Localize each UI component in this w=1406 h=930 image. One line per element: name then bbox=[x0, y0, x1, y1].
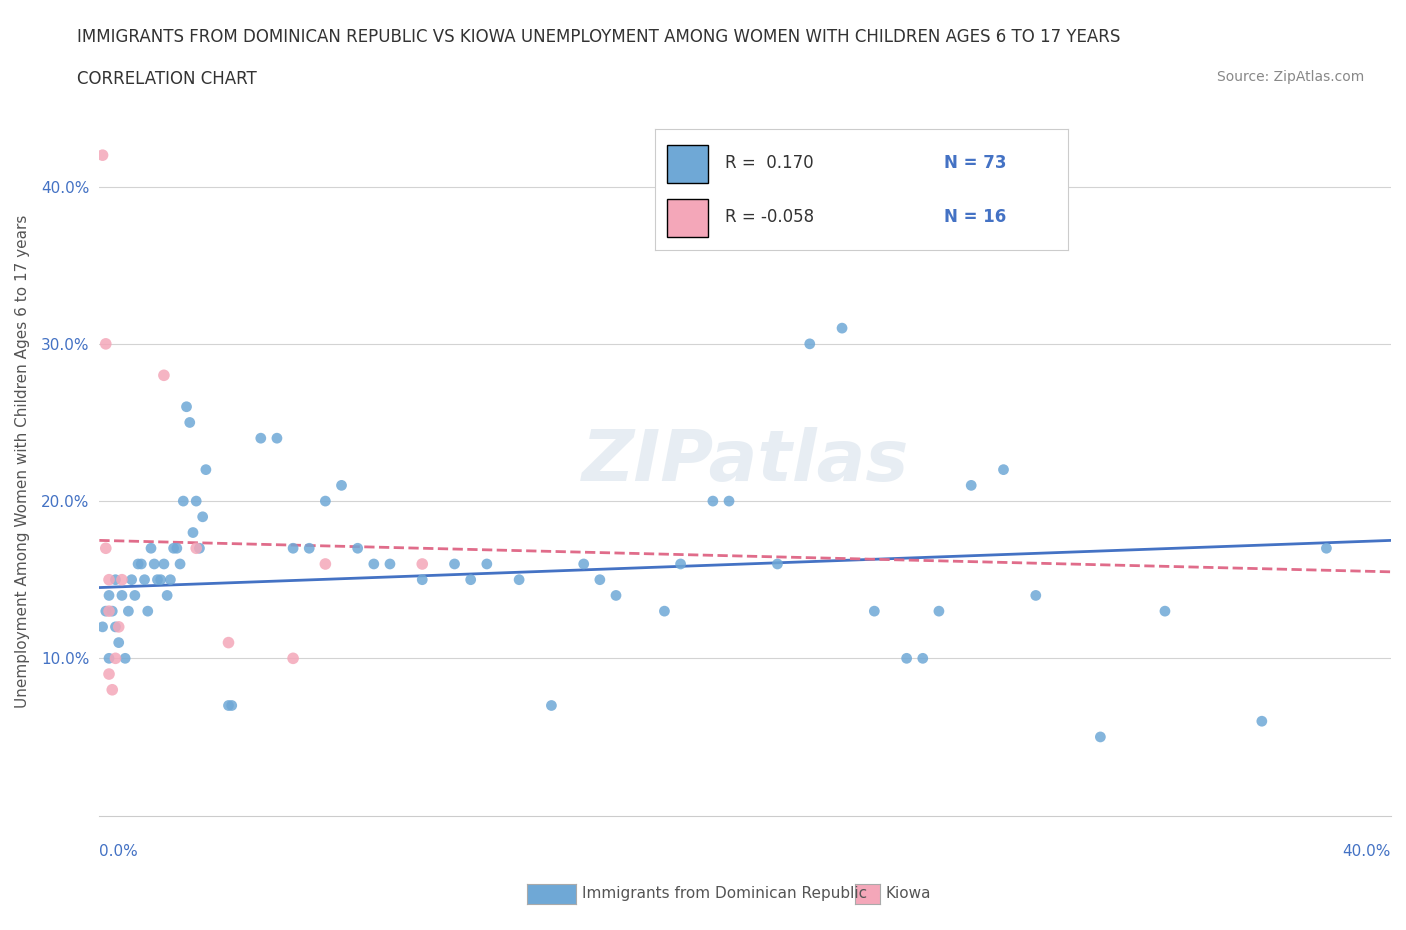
Point bbox=[330, 478, 353, 493]
Point bbox=[107, 619, 129, 634]
Point bbox=[281, 541, 304, 556]
Point bbox=[101, 683, 124, 698]
Point bbox=[766, 556, 789, 571]
Point bbox=[124, 588, 146, 603]
Point bbox=[111, 572, 134, 587]
Point bbox=[540, 698, 562, 713]
Point bbox=[411, 556, 433, 571]
Point bbox=[188, 541, 211, 556]
Point bbox=[266, 431, 288, 445]
Point bbox=[508, 572, 530, 587]
Point bbox=[799, 337, 821, 352]
Point bbox=[346, 541, 368, 556]
Point bbox=[221, 698, 243, 713]
Point bbox=[314, 494, 336, 509]
Point bbox=[411, 572, 433, 587]
Point bbox=[169, 556, 191, 571]
Point bbox=[831, 321, 853, 336]
Point bbox=[186, 541, 208, 556]
Point bbox=[460, 572, 482, 587]
Text: 40.0%: 40.0% bbox=[1343, 844, 1391, 859]
Point bbox=[153, 368, 176, 383]
Point bbox=[1154, 604, 1177, 618]
Point bbox=[94, 541, 117, 556]
Point bbox=[98, 604, 121, 618]
Text: Immigrants from Dominican Republic: Immigrants from Dominican Republic bbox=[582, 886, 868, 901]
Point bbox=[131, 556, 153, 571]
Point bbox=[98, 588, 121, 603]
Point bbox=[172, 494, 194, 509]
Point bbox=[159, 572, 181, 587]
Text: IMMIGRANTS FROM DOMINICAN REPUBLIC VS KIOWA UNEMPLOYMENT AMONG WOMEN WITH CHILDR: IMMIGRANTS FROM DOMINICAN REPUBLIC VS KI… bbox=[77, 28, 1121, 46]
Point bbox=[572, 556, 595, 571]
Point bbox=[669, 556, 692, 571]
Point bbox=[153, 556, 176, 571]
Point bbox=[194, 462, 217, 477]
Point bbox=[127, 556, 149, 571]
Text: ZIPatlas: ZIPatlas bbox=[582, 427, 908, 497]
Point bbox=[186, 494, 208, 509]
Point bbox=[98, 651, 121, 666]
Point bbox=[166, 541, 188, 556]
Point bbox=[298, 541, 321, 556]
Point bbox=[363, 556, 385, 571]
Point bbox=[101, 604, 124, 618]
Point bbox=[91, 148, 114, 163]
Point bbox=[134, 572, 156, 587]
Point bbox=[475, 556, 498, 571]
Point bbox=[111, 588, 134, 603]
Point bbox=[249, 431, 271, 445]
Point bbox=[702, 494, 724, 509]
Point bbox=[179, 415, 201, 430]
Text: CORRELATION CHART: CORRELATION CHART bbox=[77, 70, 257, 87]
Point bbox=[960, 478, 983, 493]
Point bbox=[98, 667, 121, 682]
Point bbox=[718, 494, 741, 509]
Point bbox=[654, 604, 676, 618]
Point bbox=[191, 510, 214, 525]
Point bbox=[94, 337, 117, 352]
Point bbox=[176, 399, 198, 414]
Point bbox=[314, 556, 336, 571]
Point bbox=[143, 556, 166, 571]
Point bbox=[114, 651, 136, 666]
Point bbox=[378, 556, 401, 571]
Point bbox=[98, 572, 121, 587]
Y-axis label: Unemployment Among Women with Children Ages 6 to 17 years: Unemployment Among Women with Children A… bbox=[15, 215, 30, 709]
Point bbox=[281, 651, 304, 666]
Point bbox=[993, 462, 1015, 477]
Point bbox=[896, 651, 918, 666]
Text: Kiowa: Kiowa bbox=[886, 886, 931, 901]
Point bbox=[589, 572, 612, 587]
Text: Source: ZipAtlas.com: Source: ZipAtlas.com bbox=[1216, 70, 1364, 84]
Text: 0.0%: 0.0% bbox=[100, 844, 138, 859]
Point bbox=[605, 588, 627, 603]
Point bbox=[1315, 541, 1337, 556]
Point bbox=[162, 541, 184, 556]
Point bbox=[181, 525, 204, 540]
Point bbox=[94, 604, 117, 618]
Point bbox=[218, 635, 240, 650]
Point bbox=[104, 619, 127, 634]
Point bbox=[1090, 729, 1112, 744]
Point bbox=[146, 572, 169, 587]
Point bbox=[1025, 588, 1047, 603]
Point bbox=[139, 541, 162, 556]
Point bbox=[117, 604, 139, 618]
Point bbox=[104, 651, 127, 666]
Point bbox=[911, 651, 934, 666]
Point bbox=[136, 604, 159, 618]
Point bbox=[928, 604, 950, 618]
Point bbox=[1250, 714, 1272, 729]
Point bbox=[107, 635, 129, 650]
Point bbox=[443, 556, 465, 571]
Point bbox=[218, 698, 240, 713]
Point bbox=[91, 619, 114, 634]
Point bbox=[863, 604, 886, 618]
Point bbox=[121, 572, 143, 587]
Point bbox=[156, 588, 179, 603]
Point bbox=[104, 572, 127, 587]
Point bbox=[149, 572, 172, 587]
